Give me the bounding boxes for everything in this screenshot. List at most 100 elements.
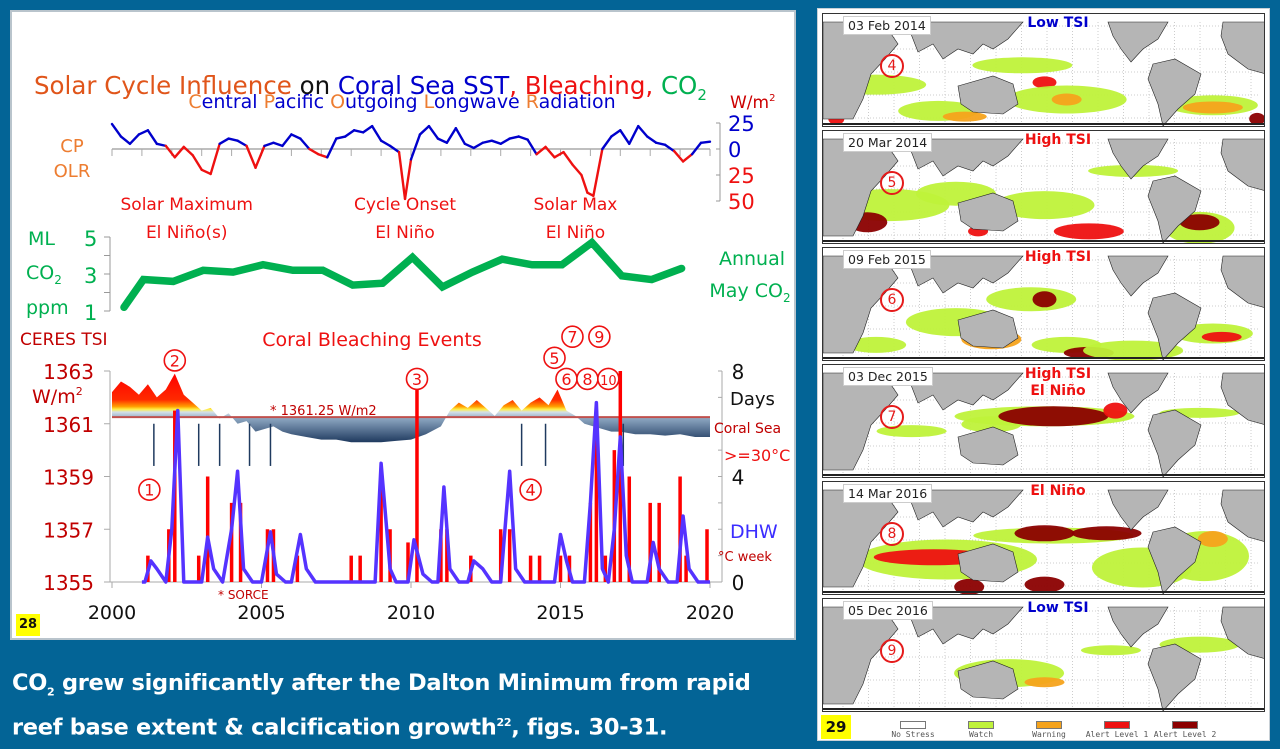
days-bar (678, 476, 682, 582)
heat-region (998, 406, 1109, 427)
olr-segment (490, 139, 502, 146)
caption-line-2: reef base extent & calcification growth2… (12, 708, 812, 743)
map-event-number: 4 (880, 54, 904, 78)
olr-chart: Central Pacific Outgoing Longwave Radiat… (54, 91, 776, 243)
land-south-america (1147, 643, 1202, 711)
map-date-label: 05 Dec 2016 (843, 601, 933, 620)
event-marker-label: 3 (412, 370, 422, 389)
olr-segment (397, 150, 407, 201)
event-marker-label: 9 (594, 328, 604, 347)
x-tick-label: 2020 (686, 602, 734, 624)
title-part-3: , Bleaching, (509, 71, 661, 100)
tsi-area (112, 373, 710, 443)
legend-label: No Stress (891, 730, 935, 739)
legend-swatch (968, 721, 994, 729)
caption-line-1: CO2 grew significantly after the Dalton … (12, 668, 812, 708)
map-condition-line1: Low TSI (1027, 15, 1089, 31)
days-bar (684, 555, 688, 582)
olr-segment (137, 129, 150, 136)
olr-annotation-line1: Solar Maximum (121, 195, 254, 215)
map-condition-label: High TSI El Niño (973, 366, 1143, 400)
olr-unit-sup: 2 (769, 93, 775, 104)
map-date-label: 14 Mar 2016 (843, 484, 933, 503)
olr-segment (544, 145, 556, 159)
olr-segment (508, 135, 520, 140)
land-west-africa (1220, 372, 1264, 425)
olr-segment (526, 138, 538, 156)
bleaching-map-panel: 05 Dec 2016 Low TSI 9 (822, 598, 1265, 712)
heat-region (1024, 677, 1065, 688)
olr-segment (146, 129, 159, 146)
map-condition-label: High TSI (973, 249, 1143, 266)
title-part-4: CO (661, 71, 697, 100)
legend-item: Alert Level 2 (1150, 721, 1220, 739)
days-bar (229, 502, 234, 582)
legend-item: Watch (946, 721, 1016, 739)
olr-segment (637, 124, 649, 138)
tsi-y-tick-label: 1363 (43, 360, 94, 384)
bleaching-map-panel: 03 Dec 2015 High TSI El Niño 7 (822, 364, 1265, 478)
olr-segment (562, 150, 574, 166)
olr-segment (227, 137, 239, 142)
tsi-y-tick-label: 1361 (43, 413, 94, 437)
land-australia (957, 75, 1019, 115)
map-condition-line1: Low TSI (1027, 600, 1089, 616)
tsi-y-tick-label: 1359 (43, 466, 94, 490)
land-asia (910, 138, 1024, 177)
title-subscript: 2 (697, 86, 707, 104)
caption-text: reef base extent & calcification growth (12, 714, 497, 740)
coral-sea-label: Coral Sea (714, 421, 781, 437)
heat-region (1014, 525, 1075, 542)
heat-region (1083, 340, 1184, 360)
event-marker-label: 10 (600, 374, 617, 389)
world-map (823, 21, 1264, 126)
olr-segment (463, 142, 475, 150)
event-marker-label: 7 (567, 328, 577, 347)
map-event-number: 7 (880, 405, 904, 429)
olr-title-part: utgoing (345, 91, 424, 113)
world-map (823, 138, 1264, 243)
olr-segment (553, 150, 565, 159)
olr-segment (110, 122, 123, 138)
olr-segment (403, 158, 413, 201)
days-bar (445, 529, 449, 582)
days-bar (705, 529, 709, 582)
olr-ylabel-olr: OLR (54, 161, 91, 182)
event-marker-circle (138, 478, 161, 501)
olr-title-part: P (264, 91, 275, 113)
olr-title: Central Pacific Outgoing Longwave Radiat… (188, 91, 615, 113)
olr-segment (164, 144, 176, 159)
olr-segment (517, 135, 529, 141)
event-marker-circle (588, 325, 611, 349)
olr-segment (182, 145, 194, 157)
solar-cycle-figure: Solar Cycle Influence on Coral Sea SST, … (20, 71, 791, 624)
olr-annotation-line1: Cycle Onset (354, 195, 456, 215)
olr-segment (236, 139, 248, 148)
land-north-america (1107, 489, 1169, 531)
olr-segment (699, 140, 712, 144)
bleaching-map-panel: 20 Mar 2014 High TSI 5 (822, 130, 1265, 244)
caption-text: grew significantly after the Dalton Mini… (54, 670, 751, 696)
olr-segment (281, 133, 293, 148)
days-bar (379, 476, 383, 582)
threshold-label: >=30°C (724, 446, 790, 465)
heat-region (1053, 223, 1124, 240)
event-marker-circle (561, 325, 584, 349)
olr-y-tick-label: 25 (728, 164, 755, 188)
legend-label: Alert Level 1 (1085, 730, 1149, 739)
map-legend: No Stress Watch Warning Alert Level 1 Alert … (878, 721, 1278, 741)
title-part-0: Solar Cycle Influence (34, 71, 292, 100)
olr-segment (299, 137, 311, 151)
legend-swatch (1172, 721, 1198, 729)
caption-subscript: 2 (47, 685, 55, 699)
days-bar (657, 502, 661, 582)
land-south-america (1147, 58, 1202, 126)
map-event-number: 8 (880, 522, 904, 546)
olr-segment (535, 145, 547, 156)
olr-segment (628, 124, 640, 146)
heat-region (1182, 101, 1243, 114)
tsi-unit-label: W/m2 (32, 385, 83, 408)
olr-segment (344, 129, 356, 138)
heat-region (954, 578, 985, 594)
